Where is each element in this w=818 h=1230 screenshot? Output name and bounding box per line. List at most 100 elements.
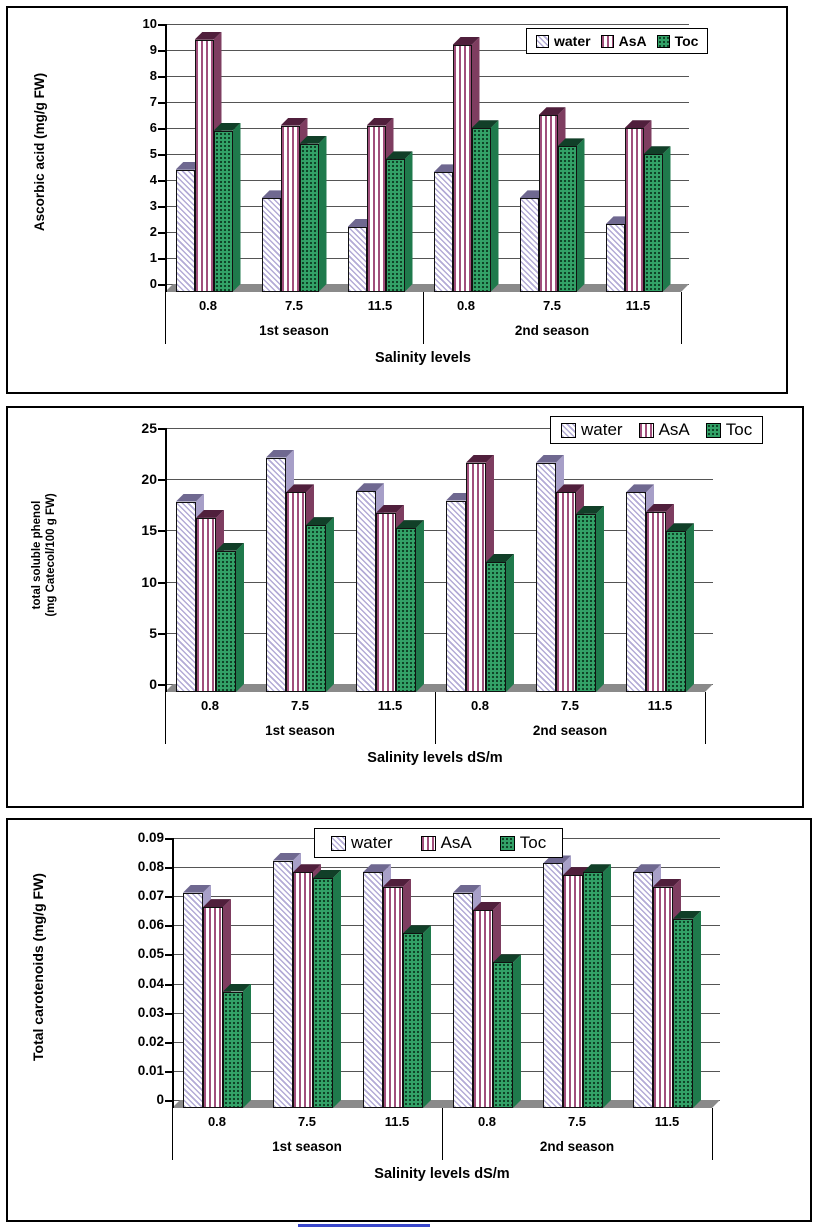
bar-asa-top: [556, 484, 584, 492]
y-gridline: [165, 581, 713, 583]
legend: water AsA Toc: [550, 416, 764, 444]
legend-label: water: [351, 833, 393, 852]
bar-water-top: [176, 162, 203, 170]
legend-swatch-water: [561, 422, 576, 438]
y-axis-tick: [158, 479, 165, 482]
y-axis-line: [165, 428, 167, 692]
y-axis-tick: [158, 258, 165, 260]
bar-toc-top: [403, 925, 431, 933]
y-gridline: [165, 76, 689, 77]
bar-toc-side: [596, 506, 604, 692]
y-axis-tick: [165, 867, 172, 870]
bar-water-top: [348, 219, 375, 227]
category-label: 0.8: [207, 1114, 227, 1129]
y-gridline: [172, 896, 720, 898]
bar-asa: [376, 512, 396, 692]
bar-toc-top: [396, 520, 424, 528]
bar-toc: [313, 878, 333, 1108]
bar-toc: [557, 146, 577, 292]
x-axis-title: Salinity levels dS/m: [374, 1166, 510, 1182]
y-tick-label: 2: [149, 224, 157, 239]
x-axis-separator: [165, 692, 166, 744]
bar-toc: [666, 531, 686, 692]
bar-toc: [471, 128, 491, 292]
x-axis-separator: [165, 292, 166, 344]
bar-asa-top: [203, 899, 231, 907]
bar-asa: [624, 128, 644, 292]
bar-water: [176, 501, 196, 692]
y-axis-tick: [165, 954, 172, 957]
y-tick-label: 9: [149, 42, 157, 57]
x-axis-separator: [442, 1108, 443, 1160]
legend-label: water: [554, 33, 591, 49]
bar-asa: [653, 886, 673, 1108]
y-gridline: [172, 954, 720, 956]
bar-toc: [396, 528, 416, 692]
bar-water-top: [543, 855, 571, 863]
bar-toc: [385, 159, 405, 292]
y-tick-label: 3: [149, 198, 157, 213]
y-axis-tick: [165, 896, 172, 899]
bar-toc-side: [577, 138, 585, 292]
bar-water: [433, 172, 453, 292]
legend-label: AsA: [658, 420, 690, 439]
bar-toc-top: [558, 138, 585, 146]
bar-asa: [473, 910, 493, 1108]
y-axis-tick: [158, 76, 165, 78]
bar-water: [356, 491, 376, 692]
bar-water-top: [536, 455, 564, 463]
legend: water AsA Toc: [526, 28, 709, 54]
legend-item-water: water: [536, 33, 591, 49]
bar-water: [183, 892, 203, 1108]
category-label: 7.5: [284, 298, 304, 313]
bar-water-top: [434, 164, 461, 172]
y-tick-label: 0.07: [137, 888, 164, 904]
x-axis-separator: [423, 292, 424, 344]
bar-water: [175, 169, 195, 292]
legend-item-asa: AsA: [638, 420, 690, 440]
y-gridline: [165, 258, 689, 259]
footer-mark: [298, 1224, 430, 1227]
bar-asa: [280, 125, 300, 292]
bar-asa-top: [539, 107, 566, 115]
legend-label: Toc: [519, 833, 547, 852]
y-gridline: [165, 232, 689, 233]
category-label: 11.5: [384, 1114, 410, 1129]
legend-item-water: water: [331, 833, 393, 853]
category-label: 11.5: [367, 298, 393, 313]
category-label: 11.5: [647, 698, 673, 713]
plot-area: [158, 428, 713, 692]
bar-toc: [213, 130, 233, 292]
chart-floor: [172, 1100, 720, 1108]
bar-toc-side: [663, 146, 671, 292]
category-label: 0.8: [198, 298, 218, 313]
y-axis-tick: [158, 180, 165, 182]
y-axis-tick: [158, 428, 165, 430]
bar-toc-side: [233, 123, 241, 292]
bar-toc-top: [306, 517, 334, 525]
bar-asa-top: [625, 120, 652, 128]
bar-water-top: [520, 190, 547, 198]
bar-asa: [203, 907, 223, 1108]
bar-toc: [216, 550, 236, 692]
plot-area: [158, 24, 689, 292]
bar-water-top: [363, 864, 391, 872]
y-tick-label: 6: [149, 120, 157, 135]
y-axis-tick: [158, 632, 165, 635]
y-gridline: [172, 925, 720, 927]
bar-asa-top: [453, 37, 480, 45]
bar-toc: [643, 154, 663, 292]
category-label: 7.5: [560, 698, 580, 713]
legend-swatch-toc: [499, 835, 515, 851]
y-gridline: [165, 154, 689, 155]
y-axis-tick: [158, 530, 165, 533]
bar-water: [543, 863, 563, 1108]
y-tick-label: 0.02: [137, 1033, 164, 1049]
category-label: 7.5: [290, 698, 310, 713]
y-gridline: [172, 983, 720, 985]
y-tick-label: 4: [149, 172, 157, 187]
bar-water: [347, 227, 367, 292]
y-tick-label: 7: [149, 94, 157, 109]
bar-asa: [452, 45, 472, 292]
bar-toc: [486, 561, 506, 692]
